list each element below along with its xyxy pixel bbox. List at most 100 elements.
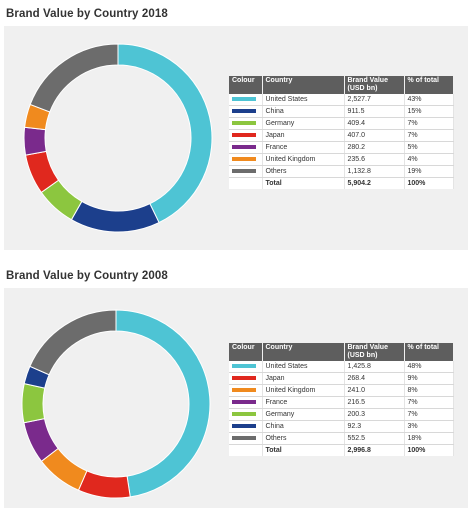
brand-value-cell: 1,425.8 bbox=[344, 361, 405, 373]
header-colour: Colour bbox=[229, 76, 263, 94]
colour-cell bbox=[229, 117, 263, 130]
table-row: United States 1,425.8 48% bbox=[229, 361, 454, 373]
colour-cell bbox=[229, 396, 263, 409]
table-row: Others 552.5 18% bbox=[229, 432, 454, 445]
country-cell: France bbox=[262, 141, 345, 154]
brand-value-cell: 407.0 bbox=[344, 129, 405, 142]
colour-cell bbox=[229, 94, 263, 106]
slice-others bbox=[29, 309, 117, 376]
country-cell: China bbox=[262, 420, 345, 433]
colour-cell bbox=[229, 372, 263, 385]
total-value-cell: 5,904.2 bbox=[344, 177, 405, 189]
country-cell: Japan bbox=[262, 372, 345, 385]
country-cell: United States bbox=[262, 361, 345, 373]
total-percent-cell: 100% bbox=[404, 444, 454, 456]
colour-cell bbox=[229, 165, 263, 178]
colour-cell bbox=[229, 408, 263, 421]
legend-swatch-germany bbox=[232, 412, 256, 417]
percent-cell: 19% bbox=[404, 165, 454, 178]
legend-swatch-china bbox=[232, 424, 256, 429]
percent-cell: 18% bbox=[404, 432, 454, 445]
brand-value-cell: 92.3 bbox=[344, 420, 405, 433]
header-percent: % of total bbox=[404, 76, 454, 94]
slice-china bbox=[70, 200, 160, 233]
total-percent-cell: 100% bbox=[404, 177, 454, 189]
slice-germany bbox=[21, 382, 46, 424]
legend-swatch-united-kingdom bbox=[232, 157, 256, 162]
percent-cell: 4% bbox=[404, 153, 454, 166]
chart-title-2018: Brand Value by Country 2018 bbox=[6, 8, 168, 20]
country-cell: China bbox=[262, 105, 345, 118]
table-row: Germany 409.4 7% bbox=[229, 117, 454, 130]
percent-cell: 7% bbox=[404, 408, 454, 421]
header-brand-value: Brand Value (USD bn) bbox=[344, 343, 405, 361]
percent-cell: 3% bbox=[404, 420, 454, 433]
slice-united-states bbox=[117, 43, 213, 224]
chart-title-2008: Brand Value by Country 2008 bbox=[6, 270, 168, 282]
percent-cell: 7% bbox=[404, 396, 454, 409]
legend-swatch-china bbox=[232, 109, 256, 114]
colour-cell bbox=[229, 420, 263, 433]
brand-value-cell: 552.5 bbox=[344, 432, 405, 445]
brand-value-cell: 241.0 bbox=[344, 384, 405, 397]
table-row: Germany 200.3 7% bbox=[229, 408, 454, 421]
donut-chart-2018 bbox=[23, 43, 213, 233]
colour-cell bbox=[229, 153, 263, 166]
header-colour: Colour bbox=[229, 343, 263, 361]
brand-value-cell: 216.5 bbox=[344, 396, 405, 409]
slice-united-states bbox=[115, 309, 211, 498]
colour-cell bbox=[229, 105, 263, 118]
country-cell: Japan bbox=[262, 129, 345, 142]
header-brand-value: Brand Value (USD bn) bbox=[344, 76, 405, 94]
brand-value-cell: 1,132.8 bbox=[344, 165, 405, 178]
legend-swatch-others bbox=[232, 436, 256, 441]
table-row: France 280.2 5% bbox=[229, 141, 454, 154]
percent-cell: 15% bbox=[404, 105, 454, 118]
country-cell: France bbox=[262, 396, 345, 409]
slice-japan bbox=[77, 470, 131, 499]
brand-value-cell: 235.6 bbox=[344, 153, 405, 166]
header-percent: % of total bbox=[404, 343, 454, 361]
legend-swatch-france bbox=[232, 145, 256, 150]
legend-swatch-others bbox=[232, 169, 256, 174]
legend-swatch-france bbox=[232, 400, 256, 405]
brand-value-cell: 268.4 bbox=[344, 372, 405, 385]
brand-value-cell: 409.4 bbox=[344, 117, 405, 130]
country-cell: Others bbox=[262, 165, 345, 178]
brand-value-cell: 911.5 bbox=[344, 105, 405, 118]
country-cell: United Kingdom bbox=[262, 153, 345, 166]
legend-table-2008: Colour Country Brand Value (USD bn) % of… bbox=[229, 343, 454, 456]
brand-value-cell: 280.2 bbox=[344, 141, 405, 154]
brand-value-cell: 200.3 bbox=[344, 408, 405, 421]
colour-cell bbox=[229, 129, 263, 142]
country-cell: United States bbox=[262, 94, 345, 106]
colour-cell bbox=[229, 384, 263, 397]
legend-swatch-japan bbox=[232, 133, 256, 138]
country-cell: Germany bbox=[262, 117, 345, 130]
slice-france bbox=[23, 126, 47, 156]
table-row: Japan 268.4 9% bbox=[229, 372, 454, 385]
legend-swatch-united-states bbox=[232, 364, 256, 369]
table-row: United Kingdom 235.6 4% bbox=[229, 153, 454, 166]
slice-others bbox=[29, 43, 119, 113]
donut-chart-2008 bbox=[21, 309, 211, 499]
table-row: Others 1,132.8 19% bbox=[229, 165, 454, 178]
total-label-cell: Total bbox=[262, 177, 345, 189]
table-row: Japan 407.0 7% bbox=[229, 129, 454, 142]
table-row: China 92.3 3% bbox=[229, 420, 454, 433]
percent-cell: 9% bbox=[404, 372, 454, 385]
header-country: Country bbox=[262, 76, 345, 94]
legend-swatch-united-states bbox=[232, 97, 256, 102]
percent-cell: 5% bbox=[404, 141, 454, 154]
header-country: Country bbox=[262, 343, 345, 361]
brand-value-cell: 2,527.7 bbox=[344, 94, 405, 106]
legend-table-2018: Colour Country Brand Value (USD bn) % of… bbox=[229, 76, 454, 189]
total-colour-cell bbox=[229, 177, 263, 189]
colour-cell bbox=[229, 141, 263, 154]
country-cell: United Kingdom bbox=[262, 384, 345, 397]
percent-cell: 43% bbox=[404, 94, 454, 106]
percent-cell: 48% bbox=[404, 361, 454, 373]
total-value-cell: 2,996.8 bbox=[344, 444, 405, 456]
legend-swatch-united-kingdom bbox=[232, 388, 256, 393]
percent-cell: 8% bbox=[404, 384, 454, 397]
